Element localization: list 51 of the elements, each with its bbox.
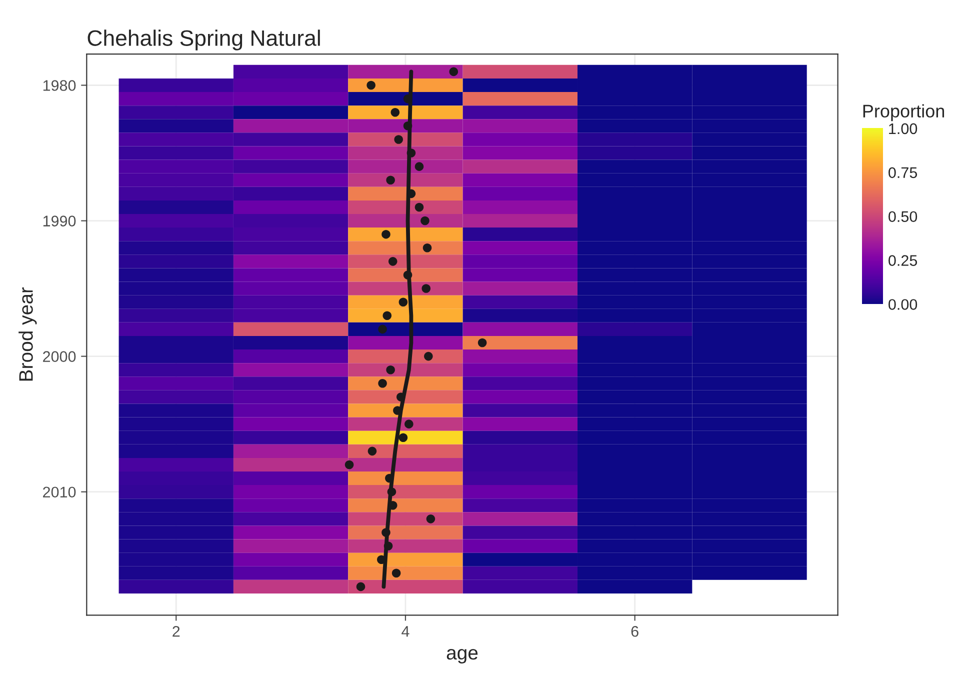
x-tick-label: 2	[172, 626, 180, 637]
point	[420, 216, 430, 226]
point	[382, 528, 390, 537]
color-bar-label: 0.75	[888, 167, 918, 178]
point	[424, 352, 433, 361]
color-bar-label: 0.25	[888, 255, 918, 266]
point	[398, 433, 408, 442]
point	[396, 392, 406, 402]
point	[384, 542, 393, 550]
color-bar-title: Proportion	[863, 104, 944, 122]
point	[414, 202, 424, 212]
point	[385, 474, 394, 483]
point	[422, 243, 432, 252]
x-axis-title: age	[446, 649, 478, 664]
point	[449, 67, 458, 76]
point	[398, 298, 408, 306]
point	[390, 108, 400, 117]
point	[356, 582, 366, 592]
point	[378, 379, 387, 388]
color-bar-label: 0.00	[888, 299, 918, 310]
color-bar-label: 1.00	[889, 123, 918, 134]
point	[387, 487, 396, 496]
point	[414, 162, 424, 171]
point	[403, 94, 412, 104]
x-tick-label: 6	[631, 626, 638, 637]
point	[478, 338, 487, 348]
y-axis-title: Brood year	[18, 287, 37, 381]
point	[422, 284, 431, 293]
y-tick-label: 2000	[43, 351, 76, 362]
point	[382, 311, 392, 320]
point	[382, 230, 390, 239]
point	[426, 514, 436, 524]
point	[386, 176, 395, 185]
point	[406, 148, 416, 158]
point	[392, 568, 401, 578]
color-bar-label: 0.50	[888, 211, 918, 222]
point	[404, 420, 414, 428]
point	[366, 80, 376, 90]
point	[388, 257, 398, 266]
chart-title: Chehalis Spring Natural	[88, 30, 320, 50]
point	[403, 122, 412, 130]
point	[344, 460, 354, 470]
y-tick-label: 1980	[43, 80, 76, 91]
y-tick-label: 2010	[43, 486, 76, 498]
point	[394, 135, 403, 144]
point	[378, 324, 387, 334]
point	[403, 270, 412, 280]
point	[386, 365, 395, 374]
point	[368, 446, 377, 456]
x-tick-label: 4	[402, 626, 410, 637]
y-tick-label: 1990	[43, 216, 76, 226]
